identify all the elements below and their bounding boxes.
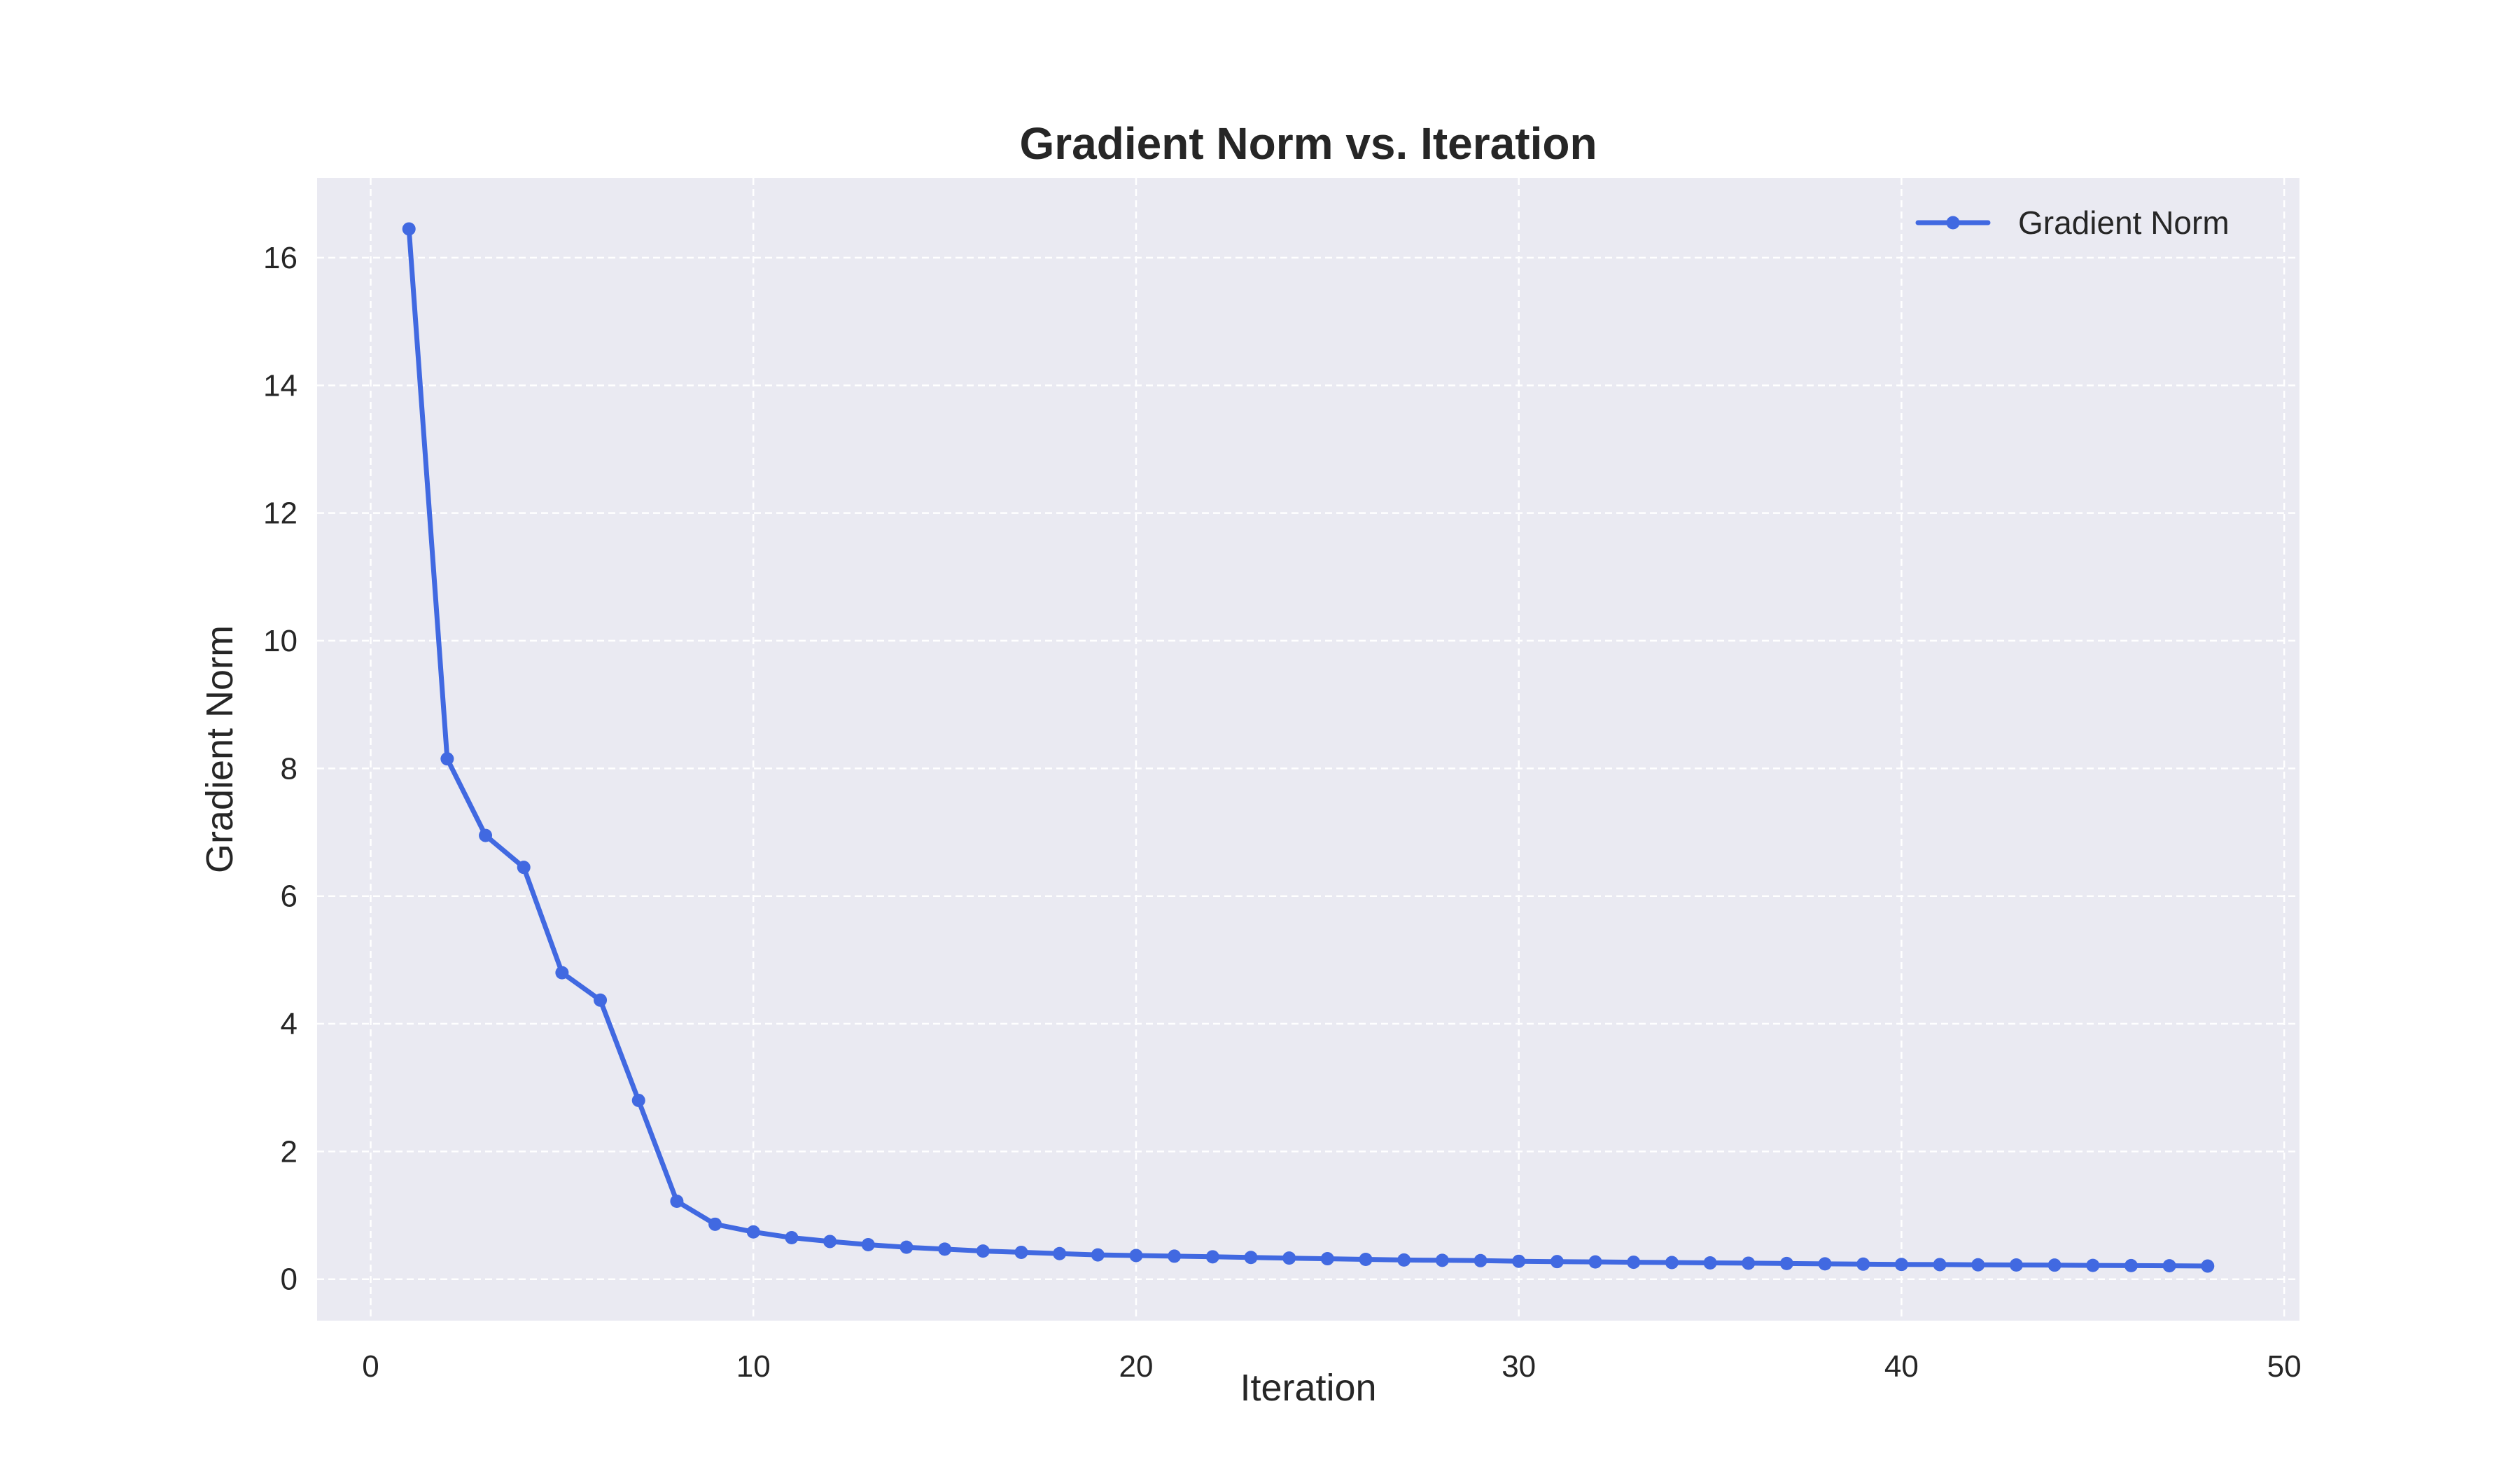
data-point — [2201, 1259, 2215, 1273]
data-point — [555, 966, 569, 980]
data-point — [746, 1225, 760, 1239]
legend-label: Gradient Norm — [2018, 204, 2230, 241]
x-axis-label: Iteration — [1240, 1367, 1376, 1409]
x-tick-label: 50 — [2267, 1349, 2302, 1384]
y-tick-label: 4 — [281, 1007, 298, 1041]
data-point — [861, 1238, 875, 1252]
y-axis-label: Gradient Norm — [199, 625, 241, 873]
data-point — [785, 1230, 799, 1244]
y-tick-label: 16 — [263, 241, 298, 275]
data-point — [2162, 1259, 2176, 1273]
data-point — [1703, 1256, 1717, 1270]
data-point — [1742, 1256, 1756, 1270]
x-tick-label: 40 — [1884, 1349, 1919, 1384]
data-point — [2124, 1258, 2138, 1272]
series-layer — [402, 222, 2215, 1273]
data-point — [479, 828, 493, 842]
data-point — [440, 752, 454, 766]
data-point — [2047, 1258, 2062, 1272]
data-point — [1779, 1256, 1793, 1270]
x-tick-label: 10 — [736, 1349, 771, 1384]
chart-title: Gradient Norm vs. Iteration — [1019, 118, 1597, 169]
legend-marker-swatch — [1946, 216, 1960, 230]
data-point — [1550, 1255, 1564, 1269]
data-point — [1091, 1248, 1105, 1262]
y-tick-label: 10 — [263, 624, 298, 658]
data-point — [1359, 1252, 1373, 1266]
data-point — [1474, 1253, 1488, 1267]
y-tick-label: 6 — [281, 879, 298, 914]
data-point — [402, 222, 416, 236]
y-tick-label: 0 — [281, 1263, 298, 1297]
data-point — [1053, 1246, 1067, 1260]
data-point — [938, 1242, 952, 1256]
data-point — [1282, 1251, 1296, 1265]
plot-area — [317, 178, 2300, 1321]
y-tick-label: 2 — [281, 1134, 298, 1169]
x-tick-label: 0 — [362, 1349, 379, 1384]
data-point — [1320, 1252, 1334, 1266]
data-point — [1014, 1245, 1028, 1259]
data-point — [631, 1093, 645, 1107]
data-point — [1205, 1250, 1219, 1264]
data-point — [708, 1217, 722, 1231]
y-tick-label: 8 — [281, 751, 298, 786]
data-point — [1627, 1256, 1641, 1270]
data-point — [1933, 1258, 1947, 1272]
data-point — [1971, 1258, 1985, 1272]
data-point — [976, 1244, 990, 1258]
data-point — [594, 993, 608, 1007]
data-point — [1129, 1249, 1143, 1263]
data-point — [1512, 1254, 1526, 1268]
data-point — [1665, 1256, 1679, 1270]
data-point — [1168, 1249, 1182, 1263]
data-point — [2086, 1258, 2100, 1272]
x-tick-label: 20 — [1119, 1349, 1154, 1384]
data-point — [2009, 1258, 2023, 1272]
data-point — [1818, 1257, 1832, 1271]
grid-lines — [317, 178, 2300, 1321]
x-tick-label: 30 — [1502, 1349, 1536, 1384]
y-tick-label: 14 — [263, 368, 298, 403]
data-point — [1588, 1255, 1602, 1269]
data-point — [899, 1240, 913, 1254]
data-point — [517, 861, 531, 875]
y-tick-label: 12 — [263, 496, 298, 531]
data-point — [1397, 1253, 1411, 1267]
data-point — [1894, 1258, 1908, 1272]
legend: Gradient Norm — [1915, 204, 2230, 241]
data-point — [1435, 1253, 1449, 1267]
tick-labels: 0 10 20 30 40 50 0 2 4 6 8 10 12 14 16 — [263, 241, 2302, 1384]
data-point — [1244, 1251, 1258, 1265]
data-point — [670, 1195, 684, 1209]
data-point — [1856, 1257, 1870, 1271]
data-point — [823, 1235, 837, 1249]
